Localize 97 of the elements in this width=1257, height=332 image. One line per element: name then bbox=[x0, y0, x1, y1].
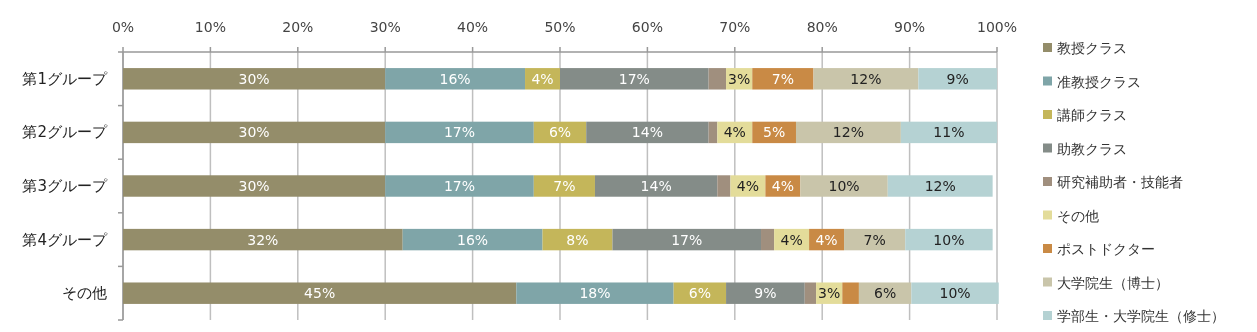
legend-label: 助教クラス bbox=[1057, 140, 1127, 157]
data-label: 11% bbox=[933, 124, 965, 141]
x-tick-label: 30% bbox=[369, 19, 401, 35]
bar bbox=[385, 175, 534, 197]
data-label: 5% bbox=[763, 124, 786, 141]
data-label: 14% bbox=[640, 178, 672, 194]
y-tick-label: 第4グループ bbox=[22, 230, 108, 249]
bar bbox=[123, 175, 386, 197]
data-label: 9% bbox=[754, 285, 777, 302]
bar bbox=[385, 121, 534, 144]
x-tick-label: 70% bbox=[719, 19, 751, 35]
data-label: 4% bbox=[736, 178, 760, 194]
bar bbox=[911, 282, 999, 304]
data-label: 12% bbox=[832, 124, 864, 141]
bar bbox=[717, 175, 731, 197]
x-tick-label: 40% bbox=[457, 19, 489, 35]
data-label: 4% bbox=[780, 231, 803, 248]
bar bbox=[761, 228, 775, 251]
bar bbox=[385, 68, 526, 90]
data-label: 30% bbox=[238, 178, 270, 194]
bar bbox=[726, 282, 805, 304]
bar bbox=[123, 121, 386, 144]
data-label: 18% bbox=[579, 285, 611, 302]
bar bbox=[708, 68, 727, 90]
bar bbox=[533, 175, 595, 197]
data-label: 17% bbox=[443, 178, 476, 194]
bar bbox=[123, 282, 517, 304]
legend-label: 教授クラス bbox=[1057, 40, 1127, 56]
data-label: 4% bbox=[531, 70, 554, 87]
bar bbox=[800, 175, 888, 197]
x-tick-label: 100% bbox=[976, 19, 1018, 35]
bar bbox=[752, 68, 814, 90]
bar bbox=[842, 282, 859, 304]
data-label: 7% bbox=[553, 178, 576, 194]
data-label: 6% bbox=[548, 124, 572, 141]
bar bbox=[516, 282, 674, 304]
bar bbox=[918, 68, 997, 90]
data-label: 6% bbox=[688, 285, 711, 302]
bar bbox=[795, 121, 901, 144]
data-label: 45% bbox=[304, 285, 336, 302]
data-label: 8% bbox=[566, 231, 589, 248]
data-label: 7% bbox=[771, 70, 794, 87]
data-label: 30% bbox=[238, 70, 270, 87]
y-tick-label: 第2グループ bbox=[22, 123, 108, 142]
bar bbox=[887, 175, 993, 197]
bar bbox=[402, 228, 543, 251]
data-label: 32% bbox=[247, 231, 279, 248]
legend-label: 学部生・大学院生（修士） bbox=[1057, 308, 1225, 324]
x-tick-label: 50% bbox=[544, 19, 576, 35]
x-tick-label: 60% bbox=[631, 19, 663, 35]
data-label: 12% bbox=[924, 178, 956, 194]
data-label: 10% bbox=[933, 231, 965, 248]
data-label: 16% bbox=[439, 70, 471, 87]
bar bbox=[123, 228, 403, 251]
x-tick-label: 90% bbox=[894, 19, 926, 35]
data-label: 17% bbox=[443, 124, 476, 141]
data-label: 14% bbox=[631, 124, 663, 141]
bar bbox=[123, 68, 386, 90]
x-tick-label: 80% bbox=[806, 19, 838, 35]
y-tick-label: 第3グループ bbox=[22, 177, 108, 195]
data-label: 16% bbox=[457, 231, 489, 248]
x-tick-label: 0% bbox=[111, 19, 135, 35]
data-label: 10% bbox=[939, 285, 971, 302]
x-tick-label: 20% bbox=[282, 19, 314, 35]
y-tick-label: 第1グループ bbox=[22, 69, 108, 88]
legend-label: 大学院生（博士） bbox=[1057, 274, 1169, 291]
bar bbox=[673, 282, 727, 304]
legend-label: ポストドクター bbox=[1057, 241, 1155, 257]
legend-label: その他 bbox=[1057, 207, 1099, 224]
data-label: 4% bbox=[815, 231, 838, 248]
data-label: 9% bbox=[946, 70, 969, 87]
data-label: 17% bbox=[618, 70, 650, 87]
bar bbox=[560, 68, 709, 90]
bar bbox=[804, 282, 817, 304]
data-label: 4% bbox=[771, 178, 794, 194]
bar bbox=[586, 121, 709, 144]
bar bbox=[813, 68, 919, 90]
data-label: 10% bbox=[828, 178, 860, 194]
data-label: 30% bbox=[238, 124, 270, 141]
bar bbox=[594, 175, 718, 197]
y-tick-label: その他 bbox=[62, 284, 107, 303]
data-label: 3% bbox=[818, 285, 841, 302]
legend-label: 講師クラス bbox=[1057, 107, 1127, 123]
data-label: 6% bbox=[874, 285, 897, 302]
data-label: 7% bbox=[863, 231, 886, 248]
legend-label: 研究補助者・技能者 bbox=[1057, 174, 1183, 190]
bar bbox=[900, 121, 997, 144]
legend-label: 准教授クラス bbox=[1057, 73, 1141, 90]
bar bbox=[708, 121, 718, 144]
data-label: 3% bbox=[728, 70, 751, 87]
data-label: 4% bbox=[723, 124, 746, 141]
bar bbox=[612, 228, 762, 251]
bar bbox=[858, 282, 912, 304]
x-tick-label: 10% bbox=[194, 19, 226, 35]
data-label: 17% bbox=[671, 231, 703, 248]
bar bbox=[905, 228, 993, 251]
data-label: 12% bbox=[850, 70, 882, 87]
